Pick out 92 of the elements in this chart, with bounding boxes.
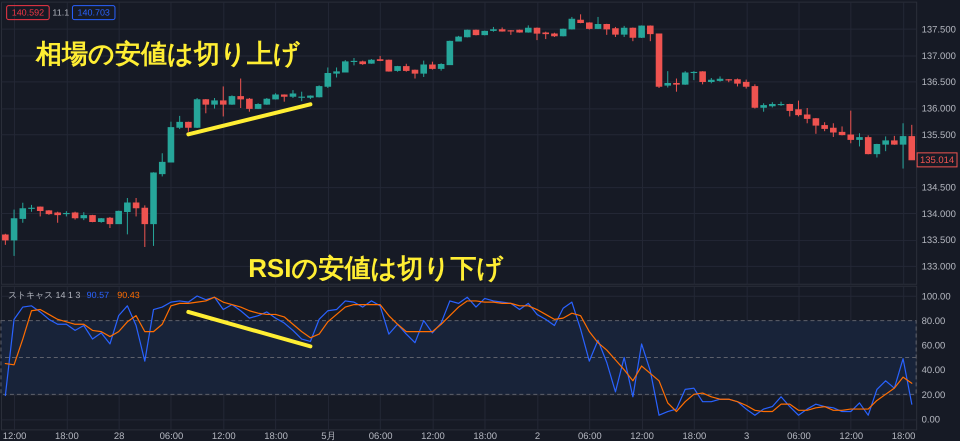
candlestick: [342, 60, 349, 73]
candlestick: [682, 70, 688, 86]
candlestick: [158, 152, 166, 177]
candlestick: [420, 60, 427, 78]
candlestick: [830, 122, 837, 138]
candlestick: [142, 204, 148, 248]
candlestick: [804, 108, 810, 124]
candlestick: [220, 86, 227, 117]
candlestick: [19, 202, 26, 224]
candlestick: [228, 94, 236, 106]
candlestick: [246, 98, 253, 112]
candlestick: [664, 70, 672, 88]
annotation: 135.014: [920, 154, 954, 166]
candlestick: [316, 84, 322, 98]
series-label: 90.57: [86, 290, 110, 300]
legend-title: ストキャス 14 1 3: [8, 290, 80, 300]
x-tick-label: 3: [744, 430, 750, 441]
y-tick-label: 137.000: [922, 50, 956, 62]
candlestick: [2, 233, 9, 246]
candlestick: [673, 78, 680, 92]
candlestick: [298, 91, 305, 102]
x-tick-label: 18:00: [55, 430, 79, 441]
candlestick: [10, 209, 18, 256]
candlestick: [856, 132, 863, 147]
x-tick-label: 06:00: [368, 430, 392, 441]
x-tick-label: 12:00: [2, 430, 26, 441]
candlestick: [115, 210, 122, 224]
candlestick: [647, 24, 654, 42]
candlestick: [534, 26, 540, 41]
candlestick: [237, 78, 244, 109]
y-tick-label: 133.500: [922, 235, 956, 246]
x-tick-label: 06:00: [578, 430, 602, 441]
x-tick-label: 28: [114, 430, 124, 441]
y-tick-label: 136.500: [922, 77, 956, 88]
candlestick: [847, 110, 854, 144]
y-tick-label: 134.500: [922, 182, 956, 194]
y-tick-label: 80.00: [922, 316, 946, 328]
candlestick: [874, 143, 880, 158]
annotation: 相場の安値は切り上げ: [34, 39, 301, 68]
x-tick-label: 12:00: [212, 430, 236, 441]
x-tick-label: 12:00: [421, 430, 445, 441]
candlestick: [386, 59, 392, 72]
candlestick: [900, 122, 906, 170]
candlestick: [54, 211, 61, 224]
candlestick: [350, 58, 358, 66]
candlestick: [202, 98, 210, 114]
candlestick: [176, 115, 183, 130]
candlestick: [795, 100, 802, 117]
candlestick: [752, 84, 758, 110]
candlestick: [812, 118, 820, 134]
y-tick-label: 40.00: [922, 365, 946, 376]
x-tick-label: 5月: [321, 430, 336, 441]
y-tick-label: 60.00: [922, 340, 946, 352]
x-tick-label: 06:00: [160, 430, 184, 441]
y-tick-label: 134.000: [922, 208, 956, 220]
candlestick: [132, 198, 140, 217]
candlestick: [446, 40, 454, 66]
y-tick-label: 20.00: [922, 390, 946, 401]
candlestick: [106, 216, 114, 229]
candlestick: [124, 198, 131, 235]
x-tick-label: 18:00: [682, 430, 706, 441]
series-label: 90.43: [117, 290, 140, 300]
candlestick: [612, 26, 619, 38]
candlestick: [568, 16, 576, 30]
x-tick-label: 06:00: [787, 430, 811, 441]
candlestick: [630, 26, 636, 42]
annotation: 11.1: [52, 8, 70, 18]
y-tick-label: 135.500: [922, 130, 956, 141]
x-tick-label: 12:00: [839, 430, 864, 441]
candlestick: [333, 66, 340, 78]
x-tick-label: 18:00: [264, 430, 288, 441]
x-tick-label: 12:00: [630, 430, 654, 441]
candlestick: [882, 136, 889, 152]
candlestick: [594, 16, 602, 30]
y-tick-label: 0.00: [922, 414, 940, 426]
x-tick-label: 18:00: [473, 430, 498, 441]
y-tick-label: 100.00: [922, 291, 951, 302]
candlestick: [620, 25, 628, 38]
candlestick: [185, 121, 192, 132]
y-tick-label: 133.000: [922, 261, 956, 272]
x-tick-label: 18:00: [892, 430, 916, 441]
annotation: RSIの安値は切り下げ: [248, 254, 504, 283]
annotation: 140.592: [12, 8, 44, 18]
candlestick: [786, 103, 794, 117]
candlestick: [211, 98, 218, 110]
y-tick-label: 136.000: [922, 103, 956, 114]
annotation: 140.703: [77, 8, 110, 18]
candlestick: [699, 70, 706, 85]
y-tick-label: 137.500: [922, 24, 956, 36]
candlestick: [324, 66, 332, 89]
candlestick: [864, 134, 872, 155]
x-tick-label: 2: [534, 430, 540, 441]
